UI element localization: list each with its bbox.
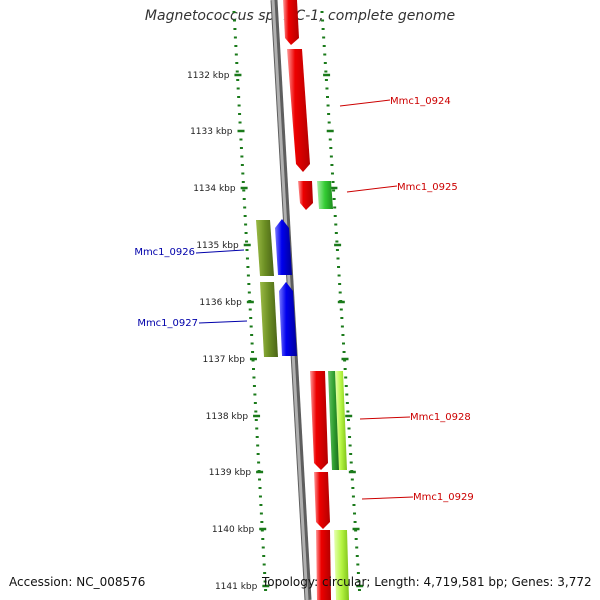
feature-bar-olive: [256, 220, 274, 276]
scale-tick-label: 1134 kbp: [193, 184, 236, 194]
gene-leader-line: [339, 99, 391, 107]
gene-label[interactable]: Mmc1_0927: [137, 318, 198, 329]
scale-tick-label: 1132 kbp: [187, 71, 230, 81]
gene-arrow-mmc1-0926: [275, 219, 292, 275]
scale-tick-label: 1136 kbp: [199, 298, 242, 308]
tick-layer: 1132 kbp 1133 kbp 1134 kbp 1135 kbp 1136 kbp…: [187, 11, 364, 592]
gene-leader-line: [198, 320, 248, 324]
gene-arrow-mmc1-0928: [310, 371, 328, 470]
gene-arrow-mmc1-0925: [298, 181, 313, 210]
gene-label[interactable]: Mmc1_0926: [134, 247, 195, 258]
genome-summary-text: Topology: circular; Length: 4,719,581 bp…: [262, 575, 592, 589]
gene-leader-line: [346, 185, 398, 193]
gene-leader-line: [195, 249, 245, 254]
scale-tick-label: 1138 kbp: [206, 412, 249, 422]
scale-tick-label: 1137 kbp: [203, 355, 246, 365]
scale-tick-label: 1141 kbp: [215, 582, 258, 592]
gene-leader-line: [361, 496, 414, 500]
gene-arrow-forward: [316, 530, 331, 600]
feature-bar-light-green: [335, 371, 347, 470]
label-layer: Mmc1_0924 Mmc1_0925 Mmc1_0926 Mmc1_0927 Mmc1…: [134, 96, 473, 503]
feature-bar-olive: [260, 282, 278, 357]
feature-bar-green: [317, 181, 333, 209]
gene-label[interactable]: Mmc1_0925: [397, 182, 458, 193]
gene-label[interactable]: Mmc1_0929: [413, 492, 474, 503]
scale-tick-label: 1139 kbp: [209, 468, 252, 478]
gene-arrow-mmc1-0927: [279, 282, 297, 356]
scale-tick-label: 1133 kbp: [190, 127, 233, 137]
gene-label[interactable]: Mmc1_0924: [390, 96, 451, 107]
gene-arrow-mmc1-0924: [287, 49, 310, 172]
genome-title: Magnetococcus sp. MC-1, complete genome: [144, 8, 456, 24]
feature-bar-light-green: [334, 530, 349, 600]
feature-layer: [256, 0, 349, 600]
gene-arrow-mmc1-0929: [314, 472, 330, 529]
scale-tick-label: 1135 kbp: [196, 241, 239, 251]
accession-text: Accession: NC_008576: [9, 575, 146, 589]
gene-leader-line: [359, 416, 411, 420]
scale-tick-label: 1140 kbp: [212, 525, 255, 535]
gene-arrow-forward: [283, 0, 299, 45]
gene-label[interactable]: Mmc1_0928: [410, 412, 471, 423]
